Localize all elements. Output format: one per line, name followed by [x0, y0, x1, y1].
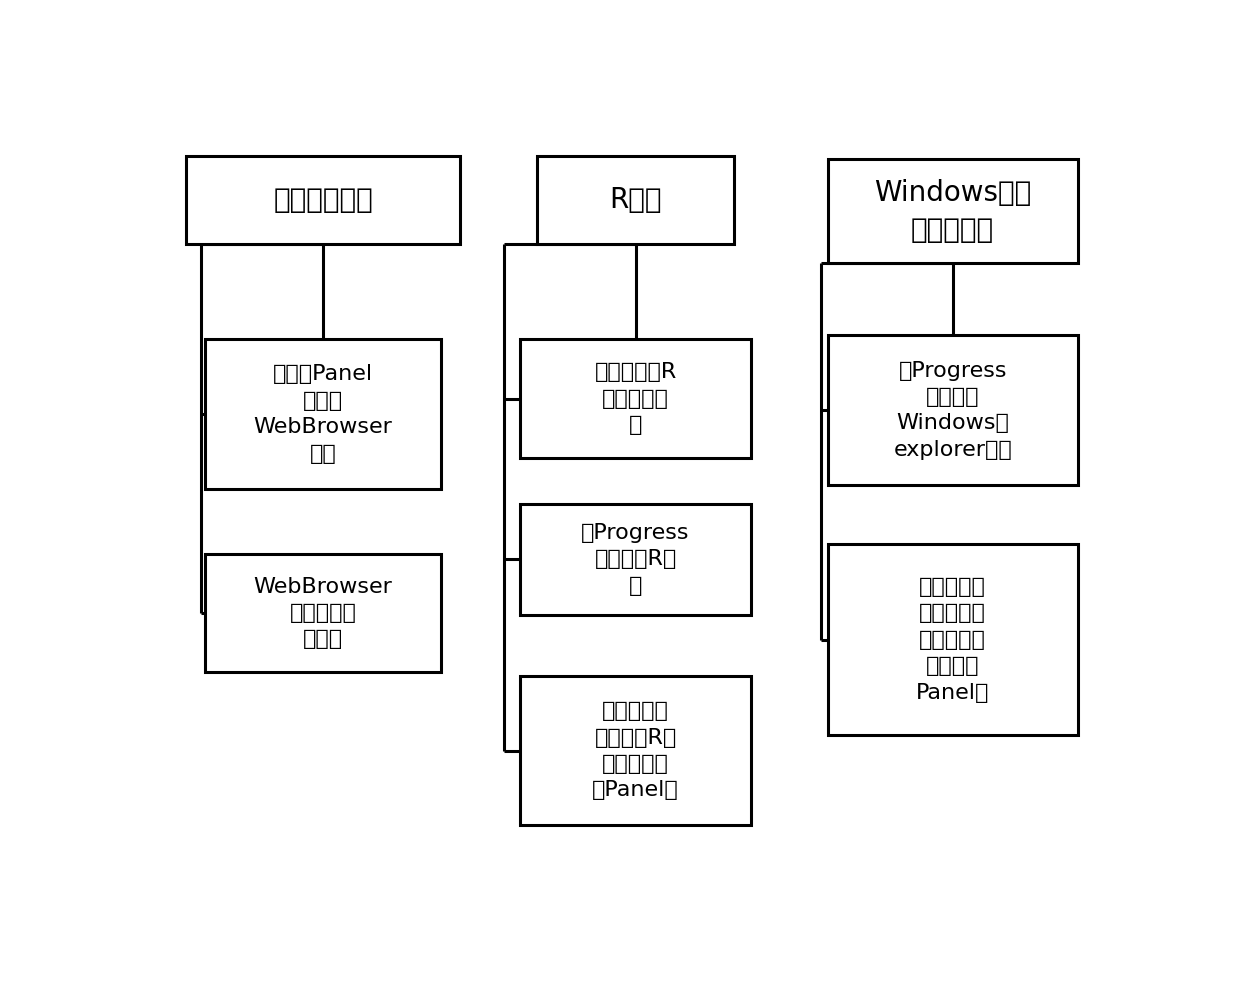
Text: 调用非托管
函数，将R窗
口加载到指
定Panel中: 调用非托管 函数，将R窗 口加载到指 定Panel中: [593, 701, 678, 800]
FancyBboxPatch shape: [537, 156, 734, 244]
FancyBboxPatch shape: [521, 504, 751, 615]
Text: 主程序读取R
程序安装路
径: 主程序读取R 程序安装路 径: [594, 362, 677, 435]
Text: 在指定Panel
中预置
WebBrowser
控件: 在指定Panel 中预置 WebBrowser 控件: [254, 365, 393, 463]
FancyBboxPatch shape: [206, 554, 441, 672]
Text: 调用非托管
函数，将资
源管理器加
载到指定
Panel中: 调用非托管 函数，将资 源管理器加 载到指定 Panel中: [916, 577, 990, 703]
Text: R窗口: R窗口: [609, 186, 662, 214]
FancyBboxPatch shape: [828, 159, 1078, 262]
FancyBboxPatch shape: [186, 156, 460, 244]
Text: 用Progress
对象启用R程
序: 用Progress 对象启用R程 序: [582, 523, 689, 595]
Text: Windows资源
管理器窗口: Windows资源 管理器窗口: [874, 179, 1032, 244]
Text: 用Progress
对象调用
Windows的
explorer进程: 用Progress 对象调用 Windows的 explorer进程: [893, 361, 1012, 459]
Text: WebBrowser
控件加载预
置网页: WebBrowser 控件加载预 置网页: [254, 577, 393, 649]
FancyBboxPatch shape: [521, 676, 751, 825]
Text: 模型运行窗口: 模型运行窗口: [273, 186, 373, 214]
FancyBboxPatch shape: [521, 339, 751, 458]
FancyBboxPatch shape: [206, 339, 441, 489]
FancyBboxPatch shape: [828, 544, 1078, 736]
FancyBboxPatch shape: [828, 336, 1078, 485]
